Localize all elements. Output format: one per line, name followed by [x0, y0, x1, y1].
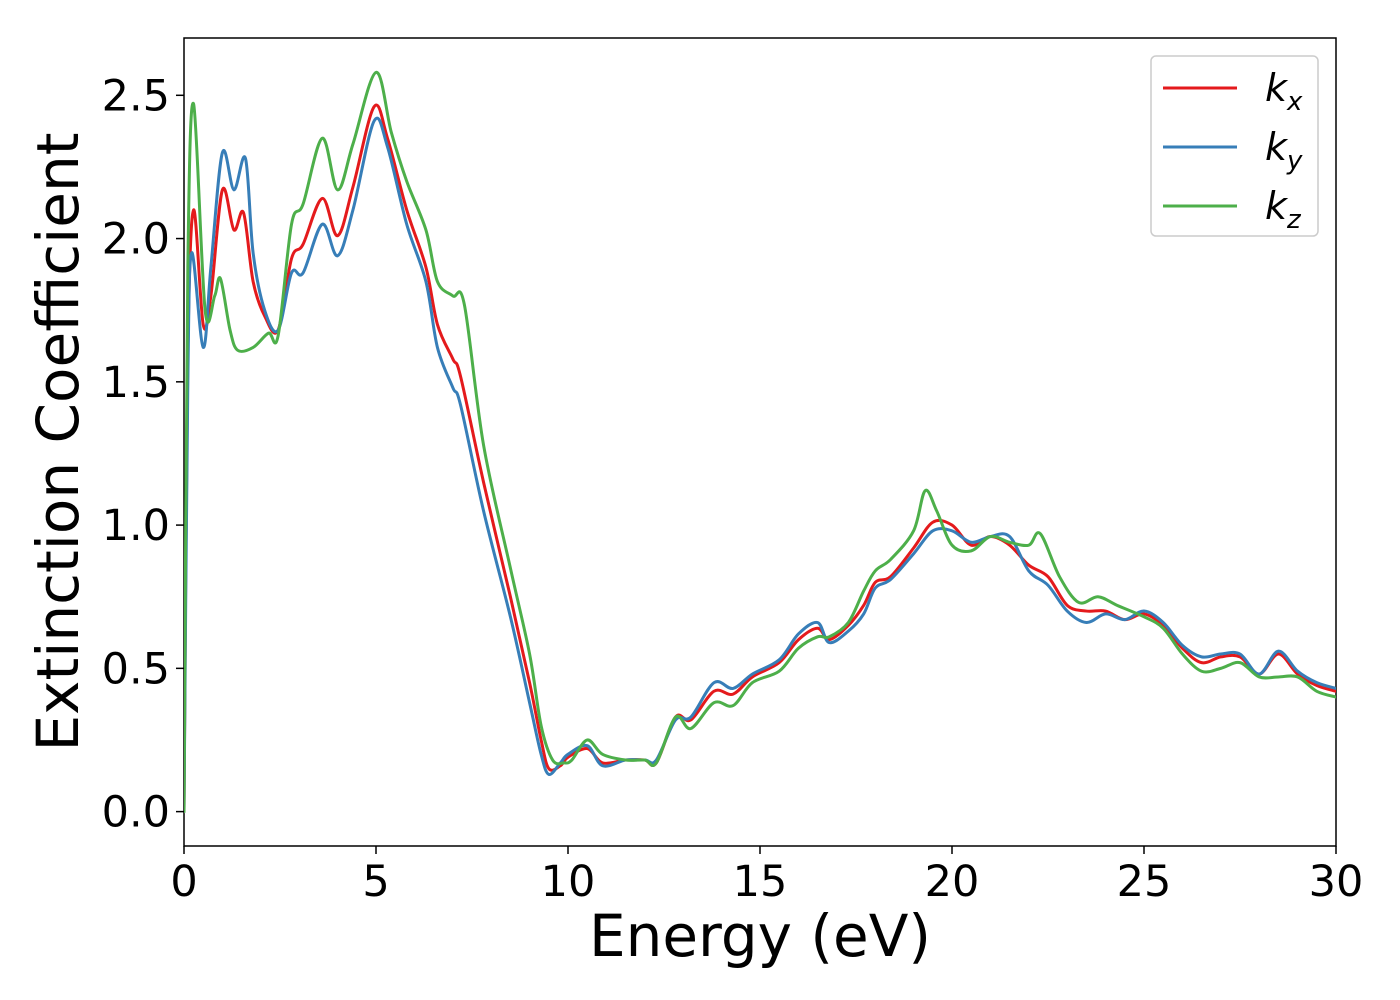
y-tick-label: 2.0 — [102, 215, 170, 265]
y-tick-label: 0.0 — [102, 788, 170, 838]
x-tick-label: 20 — [925, 857, 980, 907]
x-axis-ticks: 0 5 10 15 20 25 30 — [170, 846, 1363, 907]
x-axis-title: Energy (eV) — [589, 902, 931, 970]
x-tick-label: 30 — [1309, 857, 1364, 907]
legend-label-y: ky — [1265, 125, 1303, 176]
x-tick-label: 25 — [1117, 857, 1172, 907]
x-tick-label: 10 — [541, 857, 596, 907]
y-axis-title: Extinction Coefficient — [24, 133, 92, 752]
x-tick-label: 15 — [733, 857, 788, 907]
y-axis-ticks: 0.0 0.5 1.0 1.5 2.0 2.5 — [102, 71, 184, 838]
series-line-z — [184, 70, 1336, 814]
y-tick-label: 2.5 — [102, 71, 170, 121]
legend-label-z: kz — [1265, 184, 1302, 235]
legend-label-x: kx — [1265, 66, 1303, 117]
x-tick-label: 5 — [362, 857, 389, 907]
series-layer — [184, 70, 1336, 814]
y-tick-label: 1.5 — [102, 358, 170, 408]
y-tick-label: 1.0 — [102, 501, 170, 551]
legend: kx ky kz — [1150, 55, 1319, 237]
x-tick-label: 0 — [170, 857, 197, 907]
y-tick-label: 0.5 — [102, 644, 170, 694]
